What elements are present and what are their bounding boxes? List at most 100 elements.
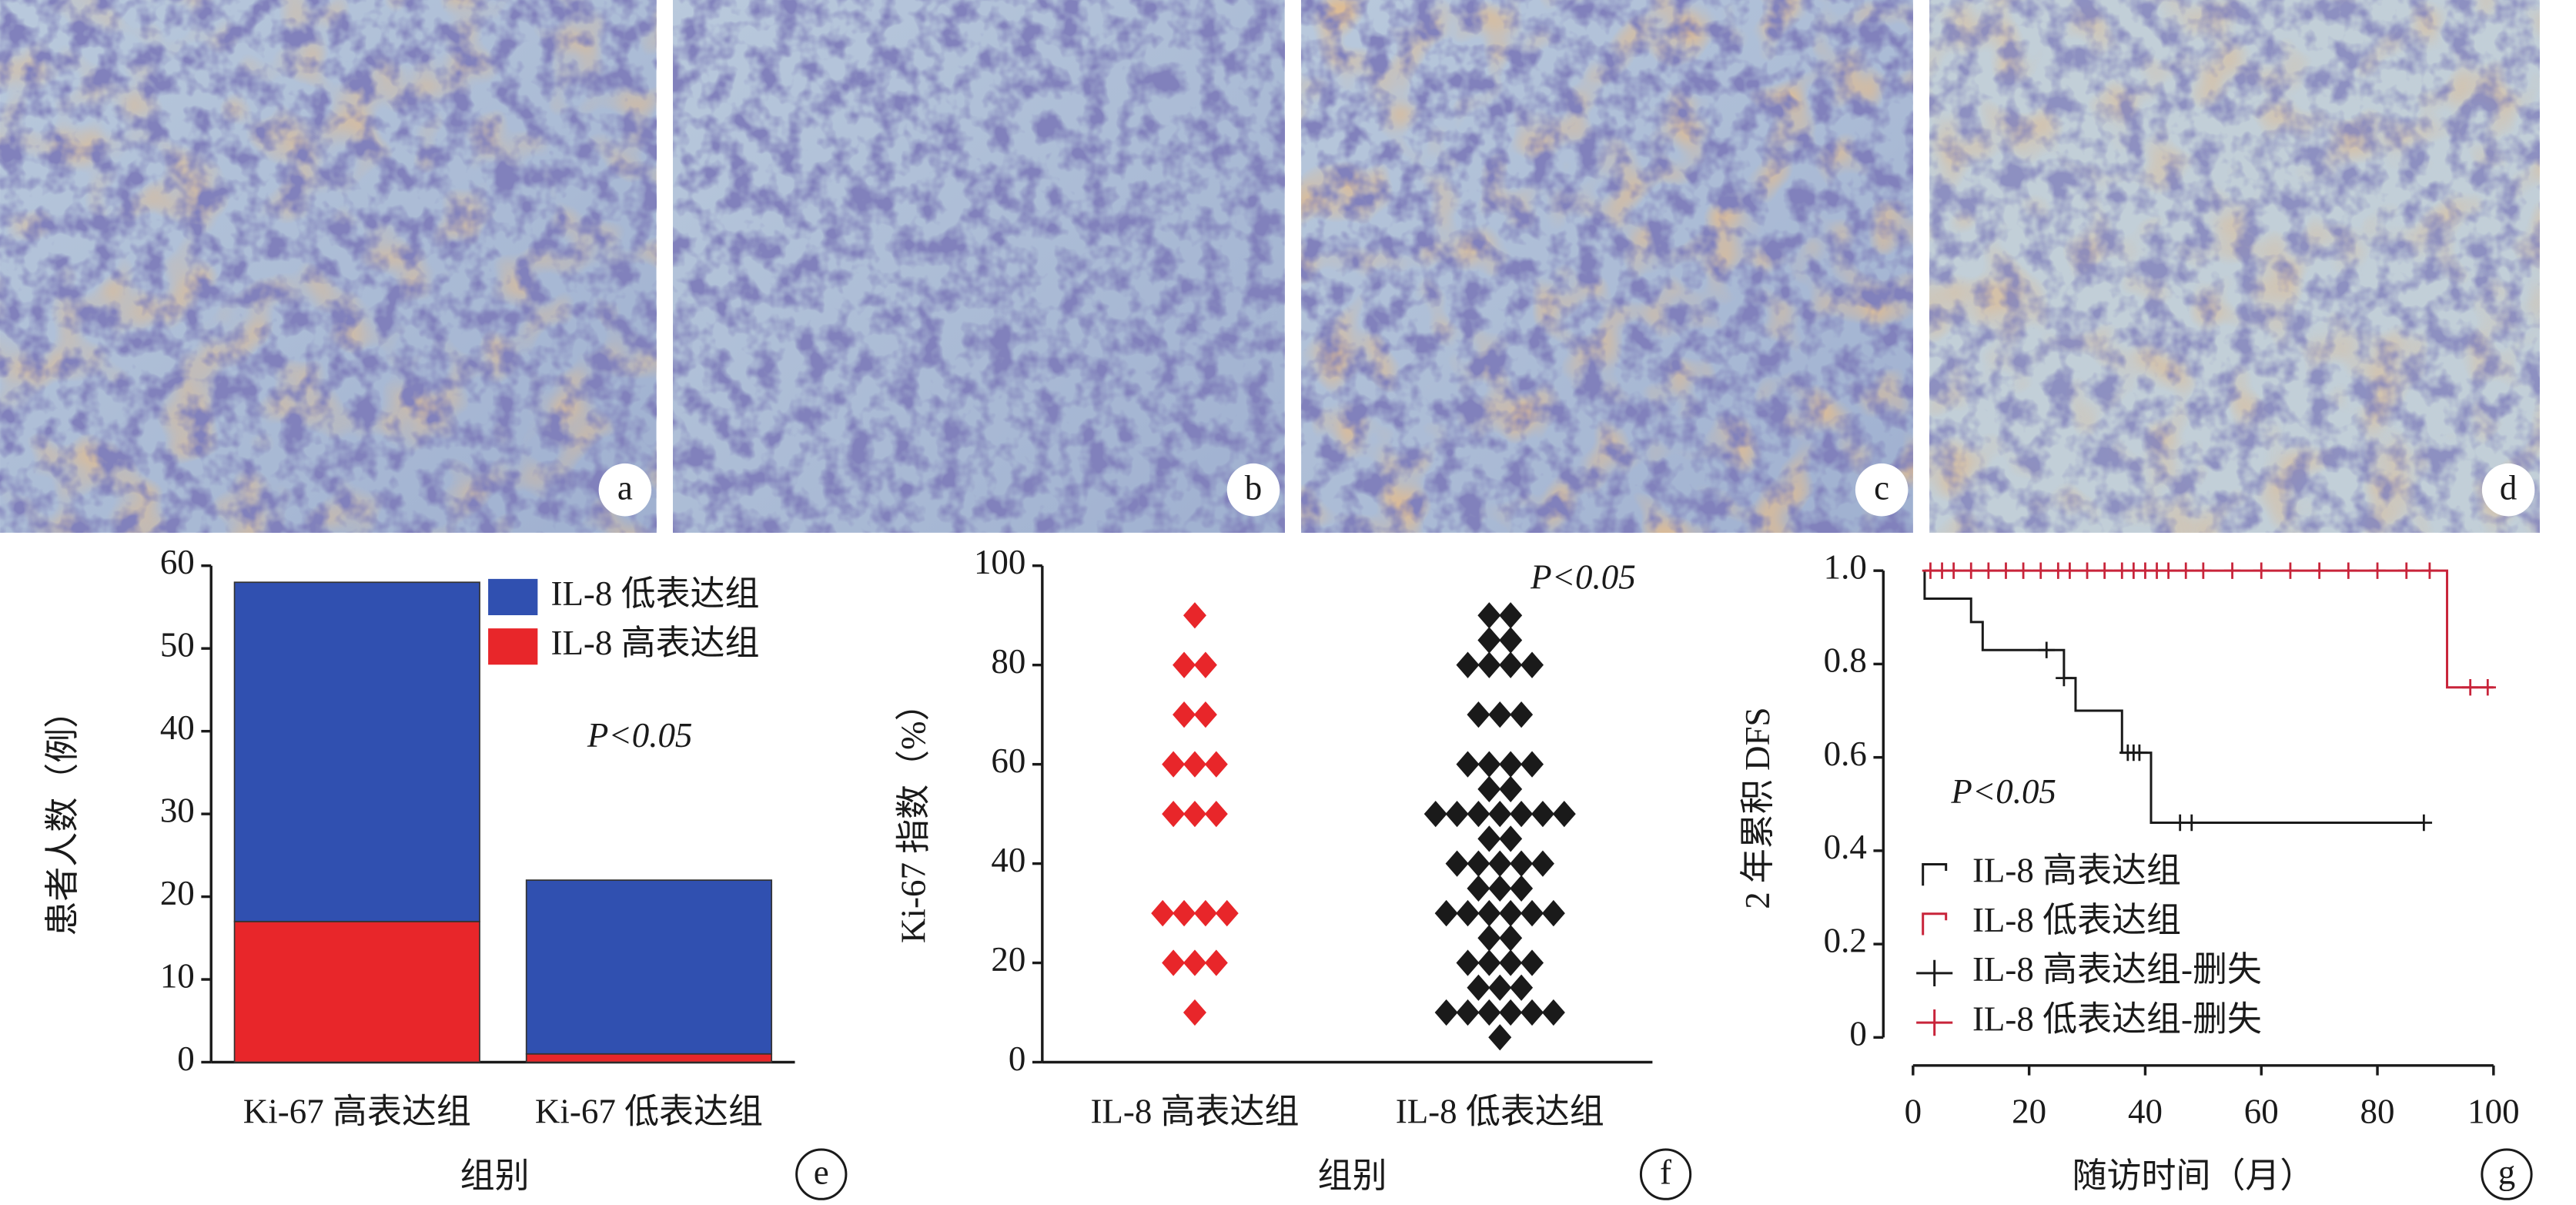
data-point — [1510, 800, 1534, 828]
data-point — [1488, 875, 1512, 902]
panel-label: f — [1660, 1153, 1671, 1192]
censor-mark — [2421, 562, 2438, 579]
censor-mark — [1997, 562, 2015, 579]
data-point — [1456, 899, 1480, 927]
data-point — [1456, 949, 1480, 976]
x-tick-label: IL-8 低表达组 — [1396, 1092, 1604, 1130]
data-point — [1488, 800, 1512, 828]
y-tick-label: 60 — [160, 543, 195, 581]
y-tick-label: 0 — [1009, 1039, 1025, 1078]
data-point — [1183, 999, 1206, 1026]
censor-mark — [2032, 562, 2049, 579]
data-point — [1499, 949, 1523, 976]
data-point — [1488, 701, 1512, 728]
data-point — [1456, 751, 1480, 778]
y-axis-label: 患者人数（例） — [43, 694, 82, 936]
x-tick-label: 60 — [2244, 1092, 2279, 1130]
y-tick-label: 80 — [991, 642, 1025, 681]
data-point — [1467, 850, 1490, 877]
y-tick-label: 10 — [160, 956, 195, 995]
y-tick-label: 0.2 — [1824, 921, 1867, 959]
data-point — [1531, 800, 1554, 828]
censor-mark — [2369, 562, 2386, 579]
data-point — [1499, 751, 1523, 778]
y-tick-label: 40 — [160, 708, 195, 747]
legend-swatch — [488, 628, 538, 665]
data-point — [1467, 875, 1490, 902]
data-point — [1499, 925, 1523, 952]
censor-mark — [2079, 562, 2096, 579]
censor-mark — [1945, 562, 1962, 579]
panel-label: b — [1245, 469, 1262, 507]
data-point — [1445, 850, 1469, 877]
censor-mark — [2038, 641, 2055, 658]
legend-label: IL-8 高表达组-删失 — [1972, 950, 2262, 989]
data-point — [1521, 899, 1544, 927]
annotation: P<0.05 — [1530, 557, 1636, 596]
data-point — [1162, 800, 1186, 828]
data-point — [1467, 701, 1490, 728]
censor-mark — [2183, 814, 2200, 832]
censor-mark — [2415, 814, 2433, 832]
data-point — [1541, 999, 1565, 1026]
data-point — [1477, 825, 1501, 852]
bar-segment — [233, 920, 480, 1063]
x-axis-label: 随访时间（月） — [2073, 1156, 2315, 1195]
data-point — [1510, 850, 1534, 877]
data-point — [1204, 800, 1228, 828]
y-tick-label: 60 — [991, 741, 1025, 780]
data-point — [1183, 949, 1206, 976]
annotation: P<0.05 — [1950, 772, 2056, 811]
data-point — [1477, 602, 1501, 629]
data-point — [1521, 999, 1544, 1026]
data-point — [1521, 751, 1544, 778]
panel-label: e — [814, 1153, 829, 1192]
x-tick-label: Ki-67 高表达组 — [243, 1092, 471, 1130]
data-point — [1477, 775, 1501, 803]
data-point — [1204, 949, 1228, 976]
legend-glyph — [1916, 1009, 1953, 1036]
y-tick-label: 0 — [1849, 1015, 1866, 1053]
data-point — [1488, 850, 1512, 877]
panel-label: c — [1874, 469, 1889, 507]
legend-label: IL-8 低表达组-删失 — [1972, 999, 2262, 1038]
data-point — [1541, 899, 1565, 927]
annotation: P<0.05 — [587, 716, 693, 755]
data-point — [1477, 999, 1501, 1026]
x-tick-label: 20 — [2012, 1092, 2046, 1130]
data-point — [1173, 651, 1196, 678]
data-point — [1456, 999, 1480, 1026]
data-point — [1456, 651, 1480, 678]
censor-mark — [2096, 562, 2113, 579]
censor-mark — [2223, 562, 2241, 579]
y-tick-label: 0.6 — [1824, 735, 1867, 773]
y-tick-label: 30 — [160, 791, 195, 829]
bar-segment — [525, 879, 773, 1055]
data-point — [1521, 651, 1544, 678]
data-point — [1499, 899, 1523, 927]
panel-label: g — [2498, 1153, 2515, 1192]
x-tick-label: 0 — [1905, 1092, 1922, 1130]
legend-label: IL-8 低表达组 — [550, 574, 759, 613]
legend-glyph — [1916, 959, 1953, 986]
x-tick-label: IL-8 高表达组 — [1090, 1092, 1299, 1130]
censor-mark — [1980, 562, 1997, 579]
x-tick-label: 100 — [2467, 1092, 2519, 1130]
data-point — [1510, 875, 1534, 902]
panel-label: d — [2500, 469, 2517, 507]
censor-mark — [2310, 562, 2328, 579]
data-point — [1552, 800, 1576, 828]
data-point — [1173, 701, 1196, 728]
data-point — [1193, 701, 1217, 728]
panel-label: a — [617, 469, 633, 507]
censor-mark — [2177, 562, 2194, 579]
data-point — [1510, 701, 1534, 728]
x-axis-label: 组别 — [460, 1156, 530, 1195]
data-point — [1531, 850, 1554, 877]
y-tick-label: 100 — [974, 543, 1025, 581]
censor-mark — [2131, 744, 2148, 761]
data-point — [1183, 800, 1206, 828]
data-point — [1204, 751, 1228, 778]
panel-circle — [795, 1148, 848, 1200]
